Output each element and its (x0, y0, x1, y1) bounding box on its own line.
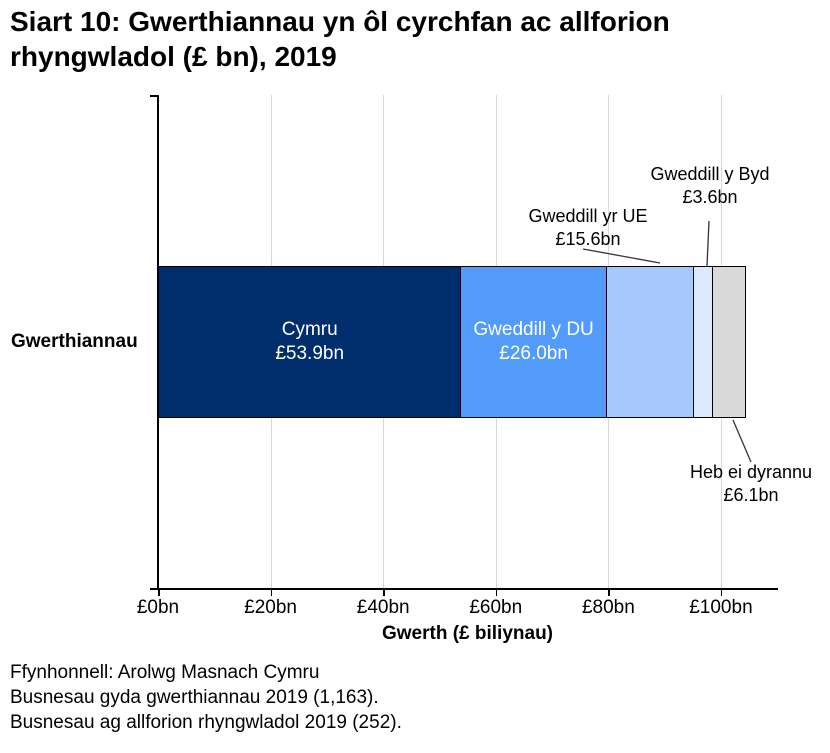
annotation-gweddill-y-byd-name: Gweddill y Byd (650, 164, 770, 184)
segment-value: £53.9bn (275, 343, 345, 364)
x-tick-0 (158, 590, 160, 596)
x-tick-label-20: £20bn (244, 597, 297, 618)
chart-title-line1: Siart 10: Gwerthiannau yn ôl cyrchfan ac… (10, 6, 670, 37)
chart-title: Siart 10: Gwerthiannau yn ôl cyrchfan ac… (10, 4, 770, 74)
footer-source-line: Ffynhonnell: Arolwg Masnach Cymru (10, 662, 320, 683)
source-footer: Ffynhonnell: Arolwg Masnach Cymru Busnes… (10, 660, 402, 735)
bar-segment-gweddill-y-du: Gweddill y DU £26.0bn (460, 266, 607, 418)
annotation-heb-ei-dyrannu: Heb ei dyrannu £6.1bn (661, 461, 830, 507)
x-tick-100 (720, 590, 723, 596)
bar-segment-heb-ei-dyrannu (711, 266, 747, 418)
annotation-gweddill-yr-ue-name: Gweddill yr UE (528, 206, 648, 226)
annotation-heb-ei-dyrannu-value: £6.1bn (723, 485, 779, 505)
y-category-label: Gwerthiannau (11, 331, 138, 352)
leader-line-heb (732, 419, 752, 463)
segment-name: Cymru (281, 319, 338, 340)
leader-line-ue (582, 248, 661, 264)
x-axis-title: Gwerth (£ biliynau) (381, 623, 554, 644)
footer-note-line2: Busnesau ag allforion rhyngwladol 2019 (… (10, 712, 402, 733)
x-tick-label-40: £40bn (356, 597, 410, 618)
annotation-heb-ei-dyrannu-name: Heb ei dyrannu (689, 462, 813, 482)
stacked-bar: Cymru £53.9bn Gweddill y DU £26.0bn (158, 266, 747, 418)
annotation-gweddill-y-byd-value: £3.6bn (682, 187, 738, 207)
bar-segment-gweddill-yr-ue (605, 266, 694, 418)
annotation-gweddill-yr-ue: Gweddill yr UE £15.6bn (478, 205, 698, 251)
annotation-gweddill-yr-ue-value: £15.6bn (555, 229, 621, 249)
bar-segment-cymru: Cymru £53.9bn (158, 266, 462, 418)
segment-name: Gweddill y DU (473, 319, 594, 340)
x-axis-line (150, 588, 778, 590)
x-tick-60 (495, 590, 498, 596)
x-tick-80 (608, 590, 610, 596)
x-tick-label-0: £0bn (136, 597, 180, 618)
footer-note-line1: Busnesau gyda gwerthiannau 2019 (1,163). (10, 687, 379, 708)
x-tick-40 (383, 590, 385, 596)
bar-segment-label-gweddill-y-du: Gweddill y DU £26.0bn (473, 318, 593, 366)
chart-title-line2: rhyngwladol (£ bn), 2019 (10, 41, 337, 72)
y-axis-top-tick (150, 95, 159, 97)
x-tick-label-100: £100bn (689, 597, 753, 618)
leader-line-byd (706, 220, 710, 267)
bar-segment-gweddill-y-byd (692, 266, 713, 418)
segment-value: £26.0bn (499, 343, 568, 364)
x-tick-20 (270, 590, 273, 596)
annotation-gweddill-y-byd: Gweddill y Byd £3.6bn (615, 163, 805, 209)
x-tick-label-60: £60bn (469, 597, 523, 618)
bar-segment-label-cymru: Cymru £53.9bn (275, 318, 344, 366)
x-tick-label-80: £80bn (581, 597, 635, 618)
